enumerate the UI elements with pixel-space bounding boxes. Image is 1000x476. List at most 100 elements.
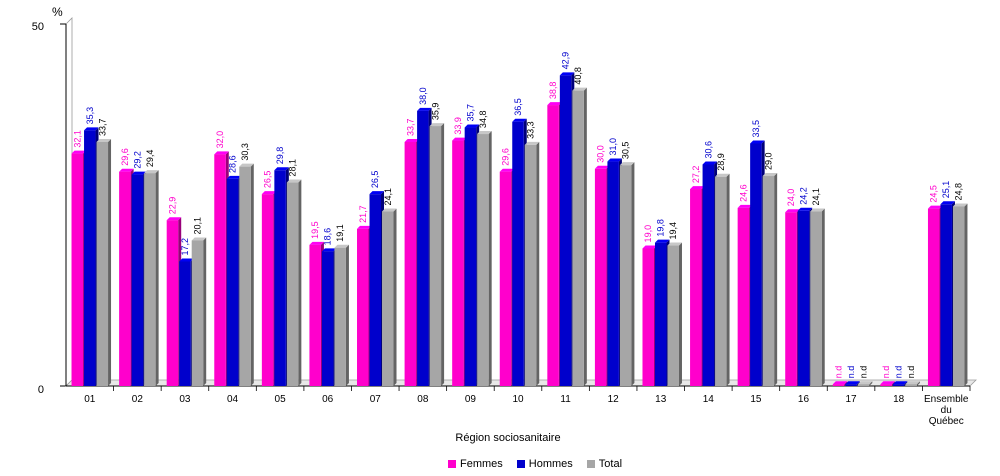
bar-top — [702, 161, 718, 165]
data-label-femmes-1: 29,6 — [120, 148, 130, 166]
legend-label-femmes: Femmes — [460, 458, 503, 470]
bar-top — [940, 201, 955, 205]
bar-front — [654, 242, 667, 386]
bar-femmes-18 — [927, 205, 943, 386]
data-label-hommes-13: 30,6 — [703, 141, 713, 159]
bar-total-6 — [382, 208, 397, 386]
bar-hommes-6 — [369, 191, 385, 386]
category-label-4: 05 — [275, 394, 287, 405]
bar-femmes-17 — [880, 381, 895, 386]
legend-swatch-hommes — [516, 460, 525, 468]
data-label-hommes-15: 24,2 — [798, 187, 808, 205]
bar-femmes-0 — [71, 150, 87, 386]
bar-side — [774, 173, 778, 386]
y-tick-top: 50 — [32, 21, 44, 33]
bar-front — [832, 384, 845, 386]
data-label-hommes-2: 17,2 — [180, 238, 190, 256]
bar-front — [892, 384, 905, 386]
bar-top — [619, 162, 635, 166]
bar-top — [927, 205, 943, 209]
data-label-femmes-4: 26,5 — [263, 171, 273, 189]
bar-top — [452, 137, 467, 141]
bar-side — [916, 381, 920, 386]
bar-front — [940, 204, 952, 386]
bar-hommes-0 — [84, 127, 99, 386]
data-label-femmes-13: 27,2 — [691, 166, 701, 184]
bar-front — [619, 165, 632, 386]
data-label-femmes-5: 19,5 — [310, 221, 320, 239]
bar-top — [880, 381, 895, 385]
bar-top — [84, 127, 99, 131]
bar-top — [261, 191, 277, 195]
data-label-total-1: 29,4 — [145, 150, 155, 168]
data-label-total-7: 35,9 — [430, 103, 440, 121]
bar-total-1 — [144, 170, 159, 386]
bar-front — [594, 168, 607, 386]
bar-femmes-8 — [452, 137, 467, 386]
bar-top — [559, 72, 575, 76]
bar-front — [417, 110, 429, 386]
bar-total-8 — [477, 131, 492, 386]
category-label-7: 08 — [417, 394, 429, 405]
y-tick-zero: 0 — [38, 384, 44, 396]
bar-front — [321, 251, 334, 386]
bar-top — [607, 158, 622, 162]
bar-side — [891, 381, 895, 386]
bar-top — [226, 175, 242, 179]
data-label-femmes-11: 30,0 — [596, 145, 606, 163]
bar-front — [905, 384, 917, 386]
bar-total-10 — [572, 87, 587, 386]
data-label-total-13: 28,9 — [716, 153, 726, 171]
bar-top — [594, 165, 610, 169]
bar-femmes-6 — [357, 225, 372, 386]
category-label-2: 03 — [179, 394, 191, 405]
bar-total-15 — [810, 208, 825, 386]
bar-top — [429, 123, 445, 127]
bar-side — [298, 179, 302, 386]
bar-side — [345, 244, 349, 386]
data-label-femmes-18: 24,5 — [929, 185, 939, 203]
data-label-total-3: 30,3 — [240, 143, 250, 161]
bar-total-5 — [334, 244, 349, 386]
data-label-hommes-17: n.d — [894, 366, 904, 379]
bar-front — [382, 211, 394, 386]
bar-front — [464, 127, 477, 387]
bar-front — [404, 142, 417, 386]
bar-top — [654, 239, 670, 243]
bar-total-14 — [762, 173, 778, 386]
data-label-hommes-9: 36,5 — [513, 98, 523, 116]
bar-top — [785, 209, 800, 213]
bar-front — [785, 212, 797, 386]
bar-front — [452, 140, 464, 386]
bar-femmes-9 — [499, 168, 515, 386]
category-label-9: 10 — [512, 394, 524, 405]
bar-front — [477, 134, 489, 386]
bar-top — [119, 168, 134, 172]
bar-femmes-11 — [594, 165, 610, 386]
bar-front — [607, 161, 619, 386]
data-label-hommes-11: 31,0 — [608, 138, 618, 156]
bar-top — [286, 179, 302, 183]
bar-hommes-3 — [226, 175, 242, 386]
bar-top — [309, 241, 324, 245]
bar-front — [96, 142, 109, 386]
bar-front — [762, 176, 775, 386]
chart-data-labels: 32,135,333,729,6 29,2 29,422,917,220,132,0… — [72, 52, 963, 378]
chart-legend: Femmes Hommes Total — [448, 458, 622, 470]
bar-front — [357, 228, 369, 386]
bar-top — [667, 242, 682, 246]
legend-item-total: Total — [586, 458, 622, 470]
data-label-hommes-12: 19,8 — [656, 219, 666, 237]
y-axis-wall — [65, 17, 73, 387]
bar-top — [404, 139, 420, 143]
bar-front — [166, 220, 179, 386]
bar-front — [927, 208, 940, 386]
bar-top — [715, 173, 730, 177]
bar-total-16 — [857, 381, 873, 386]
data-label-total-11: 30,5 — [621, 142, 631, 160]
bar-front — [750, 143, 762, 386]
bar-front — [810, 211, 822, 386]
bar-side — [821, 208, 825, 386]
bar-front — [512, 121, 524, 387]
bar-top — [762, 173, 778, 177]
